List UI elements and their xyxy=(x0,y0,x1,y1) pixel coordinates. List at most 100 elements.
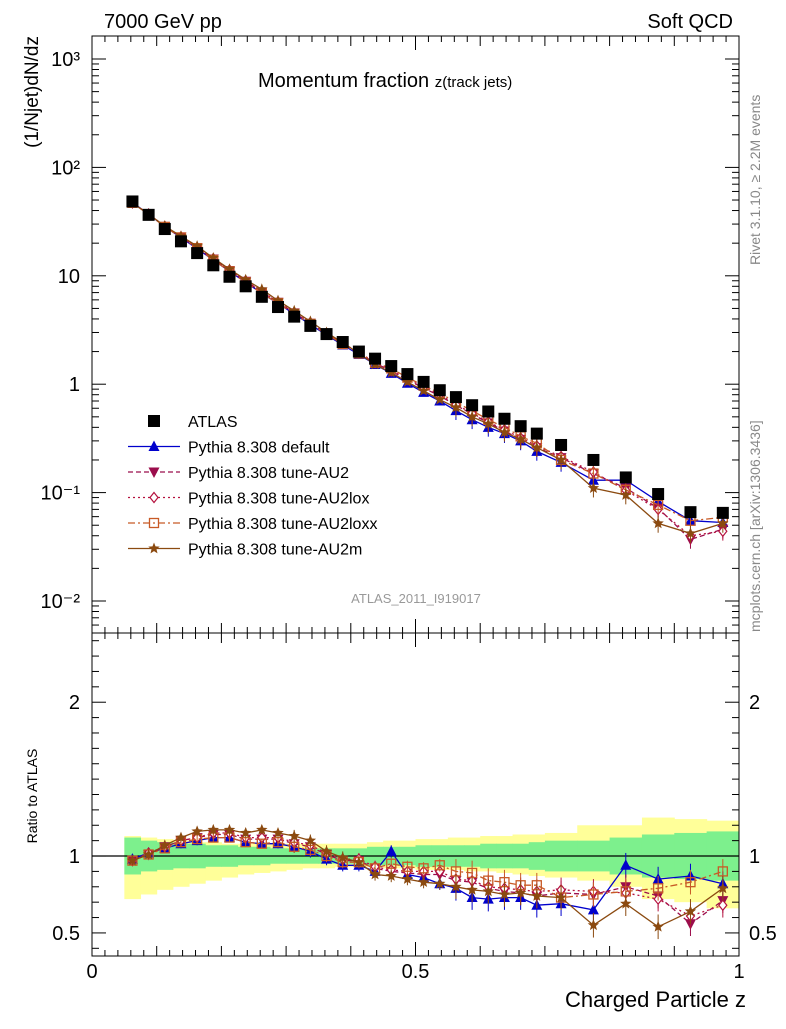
ratio-marker-au2m xyxy=(353,856,365,867)
ratio-ticks xyxy=(91,633,740,956)
ratio-marker-au2lox xyxy=(718,899,728,912)
main-marker-atlas xyxy=(320,328,333,341)
main-marker-atlas xyxy=(433,384,446,397)
ratio-marker-au2m xyxy=(256,823,268,835)
legend-label-au2: Pythia 8.308 tune-AU2 xyxy=(188,465,349,482)
main-ytick-labels: 10⁻² 10⁻¹ 1 10 10² 10³ xyxy=(41,49,81,613)
x-tick-label: 0 xyxy=(86,961,97,983)
ratio-marker-default xyxy=(620,859,632,870)
watermark: ATLAS_2011_I919017 xyxy=(351,591,481,606)
main-marker-atlas xyxy=(255,290,268,303)
legend-label-default: Pythia 8.308 default xyxy=(188,440,330,457)
ratio-marker-au2loxx xyxy=(256,838,267,849)
ratio-panel: 0.5 0.51 12 2 Ratio to ATLAS 0 0.5 1 Charged … xyxy=(24,632,777,1012)
main-marker-au2m xyxy=(434,393,446,405)
header-left: 7000 GeV pp xyxy=(104,11,222,33)
main-marker-atlas xyxy=(174,235,187,248)
main-marker-atlas xyxy=(142,208,155,221)
ratio-ytick-label-left: 1 xyxy=(69,846,80,868)
ratio-marker-default xyxy=(385,845,397,856)
main-marker-au2m xyxy=(401,375,414,387)
ratio-marker-au2m xyxy=(466,883,478,895)
main-ticks xyxy=(91,36,740,633)
main-ytick-label: 10⁻² xyxy=(41,591,81,613)
main-marker-atlas xyxy=(223,270,236,283)
ratio-ytick-label-left: 0.5 xyxy=(52,923,80,945)
ratio-marker-au2m xyxy=(620,897,632,909)
ratio-marker-au2m xyxy=(401,873,414,884)
ratio-marker-default xyxy=(587,903,599,915)
ratio-marker-au2m xyxy=(240,827,252,838)
main-marker-atlas xyxy=(652,488,665,501)
ratio-marker-au2loxx xyxy=(652,883,664,894)
main-marker-atlas xyxy=(498,412,511,425)
legend-marker-au2lox xyxy=(149,491,159,504)
ratio-marker-au2loxx xyxy=(240,837,251,848)
main-marker-au2m xyxy=(498,426,511,438)
main-marker-atlas xyxy=(126,195,139,208)
header-right: Soft QCD xyxy=(647,11,733,33)
ratio-marker-au2loxx xyxy=(272,837,284,848)
ratio-marker-au2loxx xyxy=(418,863,429,874)
legend-marker-default xyxy=(148,440,160,451)
legend-marker-au2 xyxy=(148,467,160,478)
main-marker-atlas xyxy=(716,506,729,519)
main-ytick-label: 1 xyxy=(69,374,80,396)
main-marker-au2m xyxy=(620,489,632,500)
main-ytick-label: 10³ xyxy=(51,49,80,71)
ratio-marker-au2m xyxy=(417,876,430,887)
legend-label-au2loxx: Pythia 8.308 tune-AU2loxx xyxy=(188,516,377,533)
ratio-marker-au2loxx xyxy=(717,866,728,877)
legend-label-au2m: Pythia 8.308 tune-AU2m xyxy=(188,542,362,559)
ratio-series xyxy=(126,823,729,940)
x-axis-label: Charged Particle z xyxy=(565,987,746,1012)
main-title: Momentum fraction z(track jets) xyxy=(258,70,512,92)
ratio-marker-au2m xyxy=(652,920,664,932)
ratio-marker-au2loxx xyxy=(289,841,300,852)
main-marker-atlas xyxy=(417,375,430,388)
main-marker-au2m xyxy=(272,294,284,306)
legend: ATLAS Pythia 8.308 default Pythia 8.308 tu… xyxy=(128,414,377,559)
ratio-ytick-label-right: 1 xyxy=(749,846,760,868)
ratio-marker-au2m xyxy=(369,868,381,880)
main-marker-au2m xyxy=(684,527,697,539)
main-marker-au2m xyxy=(482,417,494,429)
main-line-au2m xyxy=(132,202,723,535)
main-marker-atlas xyxy=(191,247,204,260)
legend-label-au2lox: Pythia 8.308 tune-AU2lox xyxy=(188,491,369,508)
ratio-marker-au2m xyxy=(159,839,171,851)
ratio-marker-au2m xyxy=(191,825,203,837)
ratio-marker-au2m xyxy=(531,890,543,901)
ratio-marker-au2loxx xyxy=(685,877,696,888)
ratio-ytick-label-right: 0.5 xyxy=(749,923,777,945)
main-marker-au2m xyxy=(288,304,300,316)
main-marker-atlas xyxy=(304,319,317,332)
main-marker-atlas xyxy=(449,391,462,404)
ratio-marker-au2loxx xyxy=(386,858,397,869)
main-marker-atlas xyxy=(587,453,600,466)
main-marker-atlas xyxy=(336,336,349,349)
ratio-marker-au2m xyxy=(223,823,236,835)
ratio-marker-au2m xyxy=(450,880,462,892)
ratio-marker-au2m xyxy=(207,823,219,835)
ratio-marker-au2m xyxy=(514,886,527,898)
ratio-marker-au2loxx xyxy=(588,889,599,900)
x-tick-label: 0.5 xyxy=(402,961,430,983)
ratio-marker-au2m xyxy=(555,891,567,903)
x-tick-label: 1 xyxy=(733,961,744,983)
main-line-au2 xyxy=(132,202,723,541)
main-marker-au2m xyxy=(417,384,430,396)
main-ytick-label: 10 xyxy=(58,266,80,288)
main-marker-atlas xyxy=(514,420,527,433)
x-tick-labels: 0 0.5 1 xyxy=(86,961,744,983)
ratio-line-au2lox xyxy=(132,832,724,917)
main-marker-atlas xyxy=(207,259,220,272)
main-marker-au2loxx xyxy=(652,499,664,511)
legend-label-atlas: ATLAS xyxy=(188,414,238,431)
main-marker-atlas xyxy=(401,368,414,381)
main-marker-au2m xyxy=(555,454,567,465)
ratio-marker-au2m xyxy=(498,888,511,900)
ratio-marker-au2m xyxy=(304,834,317,846)
ratio-marker-au2m xyxy=(320,845,333,857)
